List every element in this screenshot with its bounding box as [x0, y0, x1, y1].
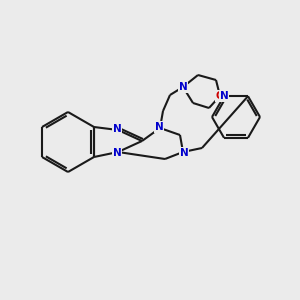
Text: N: N	[112, 148, 122, 158]
Text: N: N	[112, 124, 122, 134]
Text: N: N	[178, 82, 188, 92]
Text: N: N	[154, 122, 164, 132]
Text: N: N	[220, 91, 228, 101]
Text: N: N	[180, 148, 188, 158]
Text: O: O	[216, 91, 224, 101]
